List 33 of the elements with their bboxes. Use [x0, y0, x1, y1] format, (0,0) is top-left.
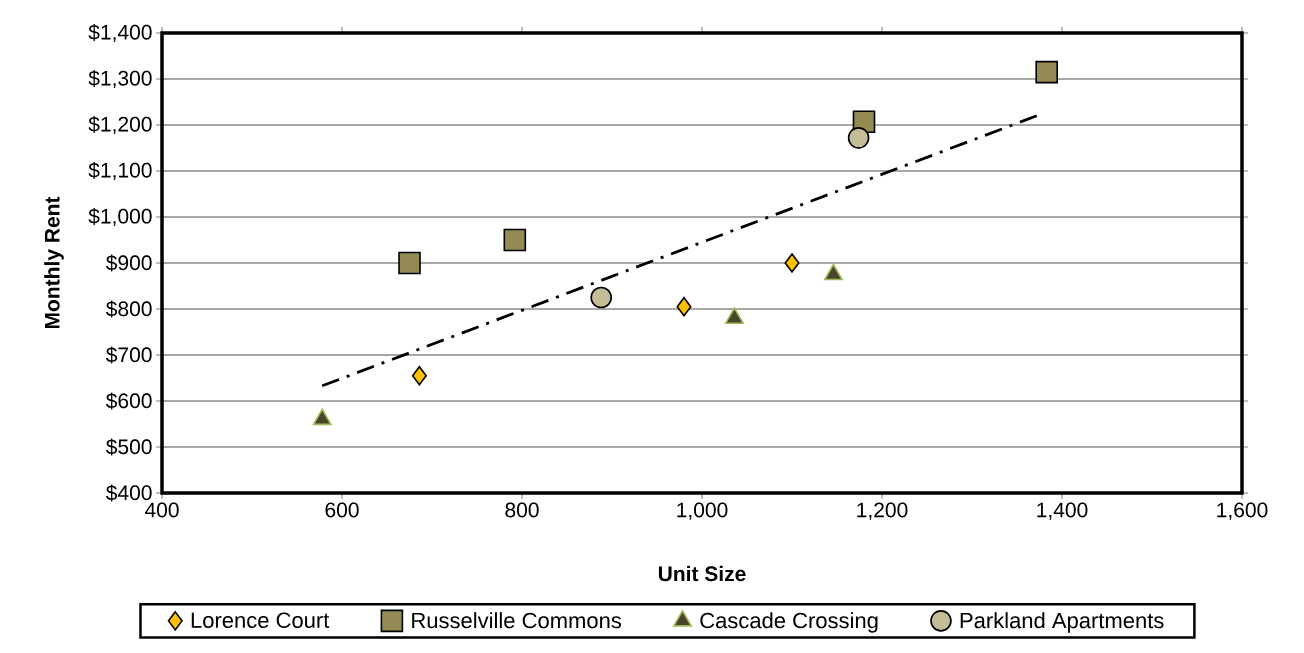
x-tick-label: 800 [505, 502, 539, 518]
legend-label: Russelville Commons [412, 612, 622, 629]
x-tick-label: 1,600 [1217, 502, 1268, 520]
x-tick-label: 1,000 [677, 502, 728, 520]
point [676, 296, 692, 317]
x-tick-label: 600 [325, 502, 359, 518]
y-tick-label: $1,400 [88, 23, 152, 43]
y-tick-label: $900 [105, 254, 152, 272]
y-tick-label: $1,200 [88, 115, 152, 135]
x-axis-title: Unit Size [658, 565, 746, 582]
point [398, 251, 421, 275]
point [312, 408, 332, 426]
y-tick-label: $1,100 [88, 161, 152, 181]
y-tick-label: $800 [105, 300, 152, 318]
y-tick-label: $600 [105, 392, 152, 410]
y-axis-title: Monthly Rent [44, 196, 64, 329]
y-tick-label: $1,000 [88, 207, 152, 227]
x-tick-label: 1,200 [857, 502, 908, 520]
point [1035, 60, 1058, 84]
point [847, 127, 870, 149]
legend-label: Cascade Crossing [700, 612, 878, 633]
x-tick-label: 400 [144, 502, 179, 518]
y-tick-label: $1,300 [88, 69, 152, 89]
point [784, 253, 800, 273]
y-tick-label: $700 [105, 346, 152, 364]
y-tick-label: $500 [105, 438, 152, 456]
point [590, 286, 613, 309]
y-tick-label: $400 [105, 484, 152, 502]
point [503, 228, 527, 252]
legend-label: Lorence Court [191, 612, 330, 629]
legend-label: Parkland Apartments [960, 612, 1164, 633]
x-tick-label: 1,400 [1037, 502, 1088, 520]
point [411, 365, 427, 386]
